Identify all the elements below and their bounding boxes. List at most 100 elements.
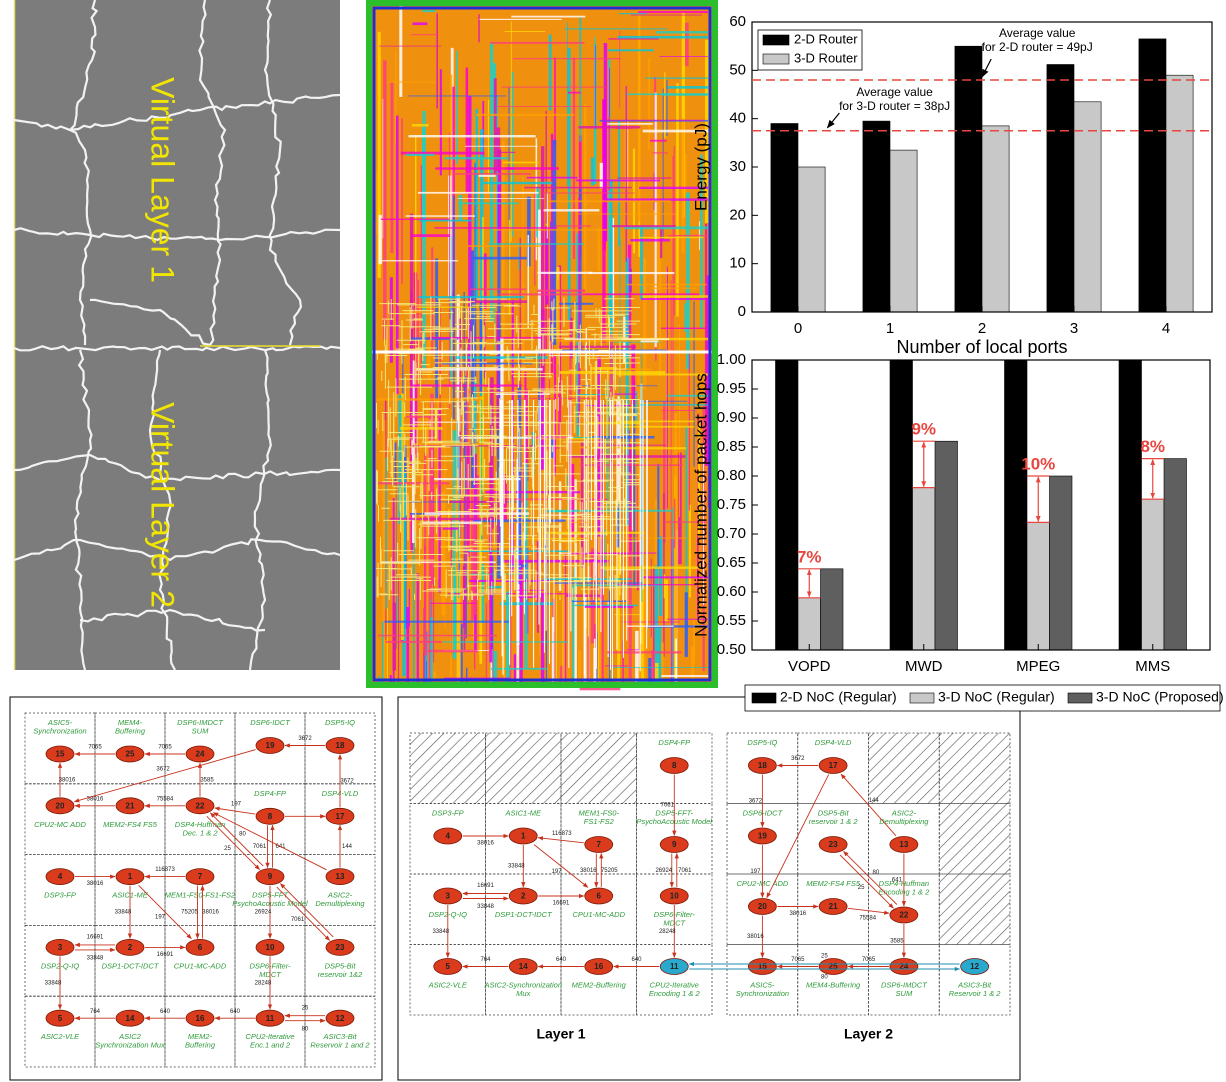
- chip-wire: [501, 86, 607, 88]
- chip-wire: [422, 9, 436, 13]
- chip-wire: [576, 537, 687, 539]
- chip-wire: [511, 15, 586, 18]
- chip-wire: [497, 149, 502, 243]
- chip-wire: [607, 600, 609, 657]
- chip-wire: [499, 602, 554, 606]
- task-label: CPU2-MC ADD: [34, 820, 86, 829]
- chip-wire: [570, 463, 575, 537]
- chip-wire: [629, 443, 632, 552]
- chip-wire: [648, 658, 652, 688]
- chip-wire: [609, 577, 611, 688]
- chip-wire: [546, 192, 548, 239]
- chip-wire: [513, 654, 517, 688]
- chip-wire: [540, 592, 545, 688]
- task-id: 12: [970, 962, 979, 971]
- chip-wire: [536, 541, 539, 633]
- grid-cell: [24, 854, 96, 926]
- chip-wire: [386, 608, 388, 688]
- chip-wire: [578, 188, 582, 351]
- chip-wire: [480, 129, 484, 397]
- edge-weight: 75584: [859, 915, 876, 921]
- chip-wire: [378, 45, 442, 47]
- chip-wire: [576, 179, 661, 182]
- mapping-3d: DSP4-FP 8 DSP3-FP 4 ASIC1-ME 1 MEM1-FS0-FS1-FS…: [409, 732, 1011, 1042]
- task-node: [45, 745, 75, 763]
- legend-frame: [744, 684, 1221, 712]
- chip-wire: [659, 536, 663, 616]
- chip-wire: [683, 153, 687, 200]
- chip-wire: [494, 151, 516, 153]
- y-tick-label: 0.70: [717, 525, 746, 542]
- chip-wire: [659, 56, 708, 57]
- chip-wire: [510, 21, 512, 242]
- chip-wire: [506, 591, 510, 688]
- layout-image: Virtual Layer 1 Virtual Layer 2: [13, 0, 341, 671]
- region-boundary: [148, 349, 176, 671]
- task-id: 7: [597, 840, 602, 849]
- task-node: [584, 836, 614, 853]
- chip-wire: [422, 521, 482, 524]
- edge-weight: 25: [821, 954, 828, 960]
- chip-wire: [488, 586, 505, 589]
- chip-wire: [577, 213, 677, 215]
- chip-wire: [440, 546, 537, 548]
- grid-cell: [234, 854, 306, 926]
- chip-wire: [413, 421, 535, 423]
- y-tick-label: 0.55: [717, 612, 746, 629]
- chip-wire: [609, 179, 613, 382]
- grid-cell: [485, 732, 562, 804]
- task-id: 10: [266, 943, 275, 952]
- region-boundary: [13, 345, 341, 352]
- chip-wire: [673, 498, 676, 548]
- y-axis-label: Normalized number of packet hops: [691, 373, 710, 637]
- y-axis-label: Energy (pJ): [691, 123, 710, 211]
- edge-weight: 116873: [552, 831, 572, 837]
- chip-wire: [684, 303, 688, 332]
- chip-wire: [438, 409, 441, 593]
- chart: 0.50 0.55 0.60 0.65 0.70 0.75 0.80 0.85 0.90 0.95…: [691, 351, 1224, 712]
- task-label: DSP5-IQ: [325, 718, 355, 727]
- task-id: 1: [128, 872, 133, 881]
- chip-wire: [476, 113, 575, 116]
- task-label: SUM: [192, 726, 209, 735]
- chip-wire: [502, 361, 537, 363]
- chip-wire: [385, 457, 387, 609]
- task-label: DSP5-IQ: [747, 738, 777, 747]
- task-id: 20: [758, 902, 767, 911]
- chip-wire: [508, 219, 511, 315]
- chip-border: [366, 0, 718, 688]
- chip-wire: [455, 356, 548, 359]
- chip-wire: [545, 227, 549, 305]
- task-label: MEM2-Buffering: [572, 980, 627, 989]
- chip-wire: [463, 565, 466, 629]
- chip-wire: [376, 398, 482, 401]
- chip-wire: [670, 280, 672, 553]
- chip-wire: [641, 338, 643, 602]
- difference-label: 10%: [1021, 454, 1055, 473]
- chip-wire: [666, 266, 668, 509]
- chip-wire: [655, 31, 708, 34]
- task-id: 19: [758, 832, 767, 841]
- edge-weight: 144: [342, 844, 353, 850]
- chip-wire: [478, 174, 496, 177]
- chip-wire: [688, 504, 691, 598]
- chip-wire: [423, 651, 426, 688]
- task-node: [433, 827, 463, 845]
- chip-wire: [470, 288, 527, 291]
- chip-wire: [665, 521, 708, 523]
- chip-wire: [397, 596, 399, 622]
- chip-wire: [639, 404, 708, 406]
- task-node: [659, 958, 689, 975]
- chip-wire: [509, 522, 512, 688]
- task-node: [508, 887, 538, 905]
- y-tick-label: 0.90: [717, 409, 746, 426]
- edge: [212, 812, 327, 871]
- chip-wire: [411, 124, 429, 127]
- chip-wire: [379, 260, 459, 262]
- chip-wire: [648, 57, 651, 150]
- chip-wire: [399, 0, 403, 98]
- grid-cell: [409, 873, 486, 945]
- chip-wire: [488, 243, 585, 245]
- bar: [912, 487, 936, 651]
- chip-wire: [608, 38, 659, 40]
